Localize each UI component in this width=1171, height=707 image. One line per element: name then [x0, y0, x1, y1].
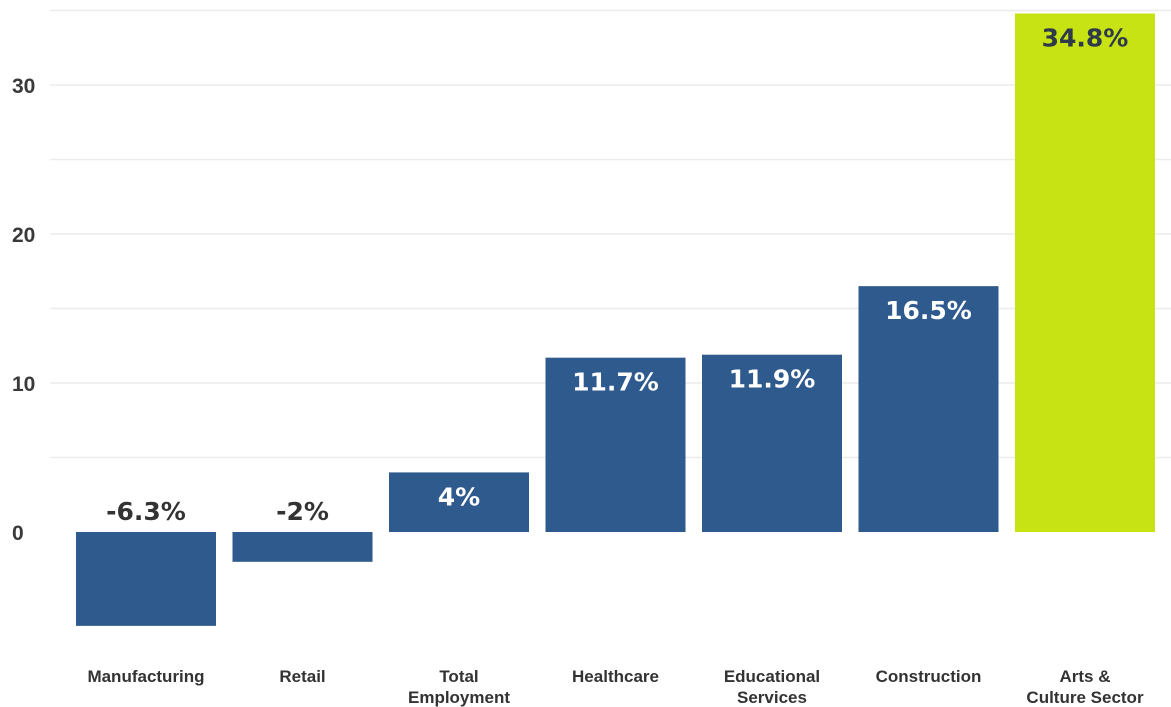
- bar: [858, 286, 999, 532]
- data-label: 11.7%: [572, 368, 659, 397]
- y-tick-label: 20: [12, 224, 35, 247]
- x-tick-label: Retail: [279, 667, 325, 686]
- x-tick-label-line: Services: [737, 688, 807, 707]
- data-label: 34.8%: [1042, 23, 1129, 52]
- bar: [76, 532, 216, 626]
- bar: [545, 357, 686, 532]
- x-tick-label-line: Employment: [408, 688, 510, 707]
- gridlines: [50, 9, 1171, 459]
- data-label: 11.9%: [729, 365, 816, 394]
- data-labels: -6.3% -2% 4% 11.7% 11.9% 16.5% 34.8%: [106, 23, 1128, 526]
- x-tick-label: Arts & Culture Sector: [1026, 667, 1144, 707]
- y-tick-label: 0: [12, 522, 24, 545]
- x-tick-label-line: Educational: [724, 667, 820, 686]
- bar: [389, 472, 529, 532]
- data-label: -2%: [276, 497, 329, 526]
- x-tick-label: Total Employment: [408, 667, 510, 707]
- x-axis-labels: Manufacturing Retail Total Employment Health…: [87, 667, 1144, 707]
- x-tick-label: Manufacturing: [87, 667, 204, 686]
- y-tick-label: 10: [12, 373, 35, 396]
- x-tick-label-line: Arts &: [1059, 667, 1110, 686]
- x-tick-label: Construction: [876, 667, 982, 686]
- bars: [76, 13, 1155, 626]
- bar: [1015, 13, 1155, 533]
- x-tick-label-line: Retail: [279, 667, 325, 686]
- x-tick-label-line: Manufacturing: [87, 667, 204, 686]
- data-label: 4%: [438, 482, 480, 511]
- data-label: -6.3%: [106, 497, 186, 526]
- y-tick-label: 30: [12, 75, 35, 98]
- x-tick-label: Educational Services: [724, 667, 820, 707]
- data-label: 16.5%: [885, 296, 972, 325]
- x-tick-label-line: Healthcare: [572, 667, 659, 686]
- x-tick-label-line: Construction: [876, 667, 982, 686]
- y-axis-ticks: 0 10 20 30: [12, 75, 35, 545]
- bar: [232, 532, 373, 562]
- x-tick-label: Healthcare: [572, 667, 659, 686]
- x-tick-label-line: Culture Sector: [1026, 688, 1144, 707]
- x-tick-label-line: Total: [439, 667, 478, 686]
- bar: [702, 354, 842, 532]
